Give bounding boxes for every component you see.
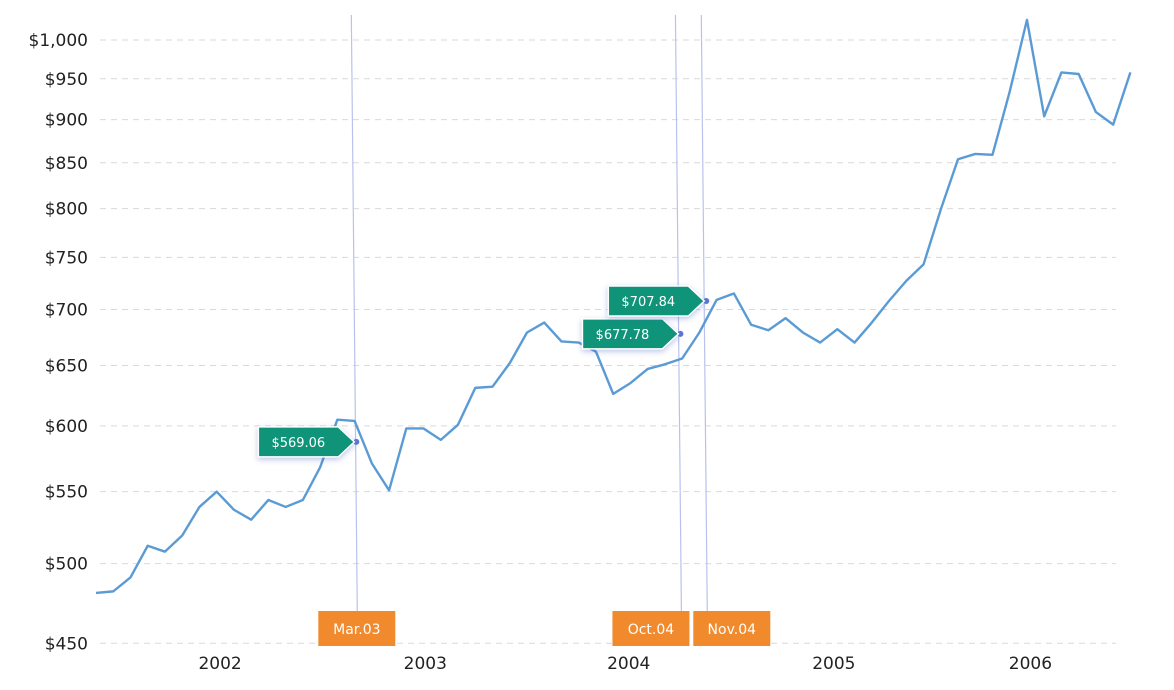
y-tick-label: $550 (45, 483, 88, 503)
y-tick-label: $750 (45, 248, 88, 268)
y-tick-label: $600 (45, 417, 88, 437)
y-tick-label: $500 (45, 555, 88, 575)
y-tick-label: $850 (45, 154, 88, 174)
x-tick-label: 2002 (198, 654, 241, 674)
y-tick-label: $450 (45, 634, 88, 654)
price-line (95, 18, 1132, 595)
y-tick-label: $900 (45, 111, 88, 131)
crosshair-line (350, 14, 358, 616)
x-tick-label: 2004 (607, 654, 650, 674)
data-point-marker (677, 330, 684, 337)
gridlines (100, 39, 1116, 644)
value-flag (257, 426, 356, 458)
date-label: Oct.04 (628, 622, 675, 638)
x-tick-label: 2005 (812, 654, 855, 674)
y-tick-label: $650 (45, 356, 88, 376)
value-flag-label: $707.84 (621, 295, 675, 310)
date-label: Nov.04 (708, 622, 757, 638)
annotation: $707.84 Nov.04 (607, 285, 771, 646)
data-point-marker (703, 298, 710, 305)
x-tick-label: 2003 (404, 654, 447, 674)
value-flag-label: $569.06 (271, 436, 325, 451)
y-tick-label: $1,000 (29, 31, 88, 51)
date-label: Mar.03 (333, 622, 380, 638)
annotations: $569.06 Mar.03 $677.78 Oct.04 $707.84 Nov.04 (257, 285, 771, 646)
x-axis: 2002 2003 2004 2005 2006 (198, 654, 1052, 674)
date-label-box (693, 611, 771, 646)
value-flag (581, 318, 680, 350)
y-tick-label: $800 (45, 200, 88, 220)
crosshair-line (700, 14, 708, 616)
y-axis: $450 $500 $550 $600 $650 $700 $750 $800 $850 $900… (29, 31, 88, 654)
annotation: $677.78 Oct.04 (581, 318, 690, 646)
value-flag-label: $677.78 (596, 328, 650, 343)
annotation: $569.06 Mar.03 (257, 426, 396, 646)
date-label-box (612, 611, 690, 646)
x-tick-label: 2006 (1009, 654, 1052, 674)
data-point-marker (353, 438, 360, 445)
series-layer (95, 18, 1132, 595)
y-tick-label: $950 (45, 70, 88, 90)
value-flag (607, 285, 706, 317)
y-tick-label: $700 (45, 300, 88, 320)
date-label-box (318, 611, 396, 646)
